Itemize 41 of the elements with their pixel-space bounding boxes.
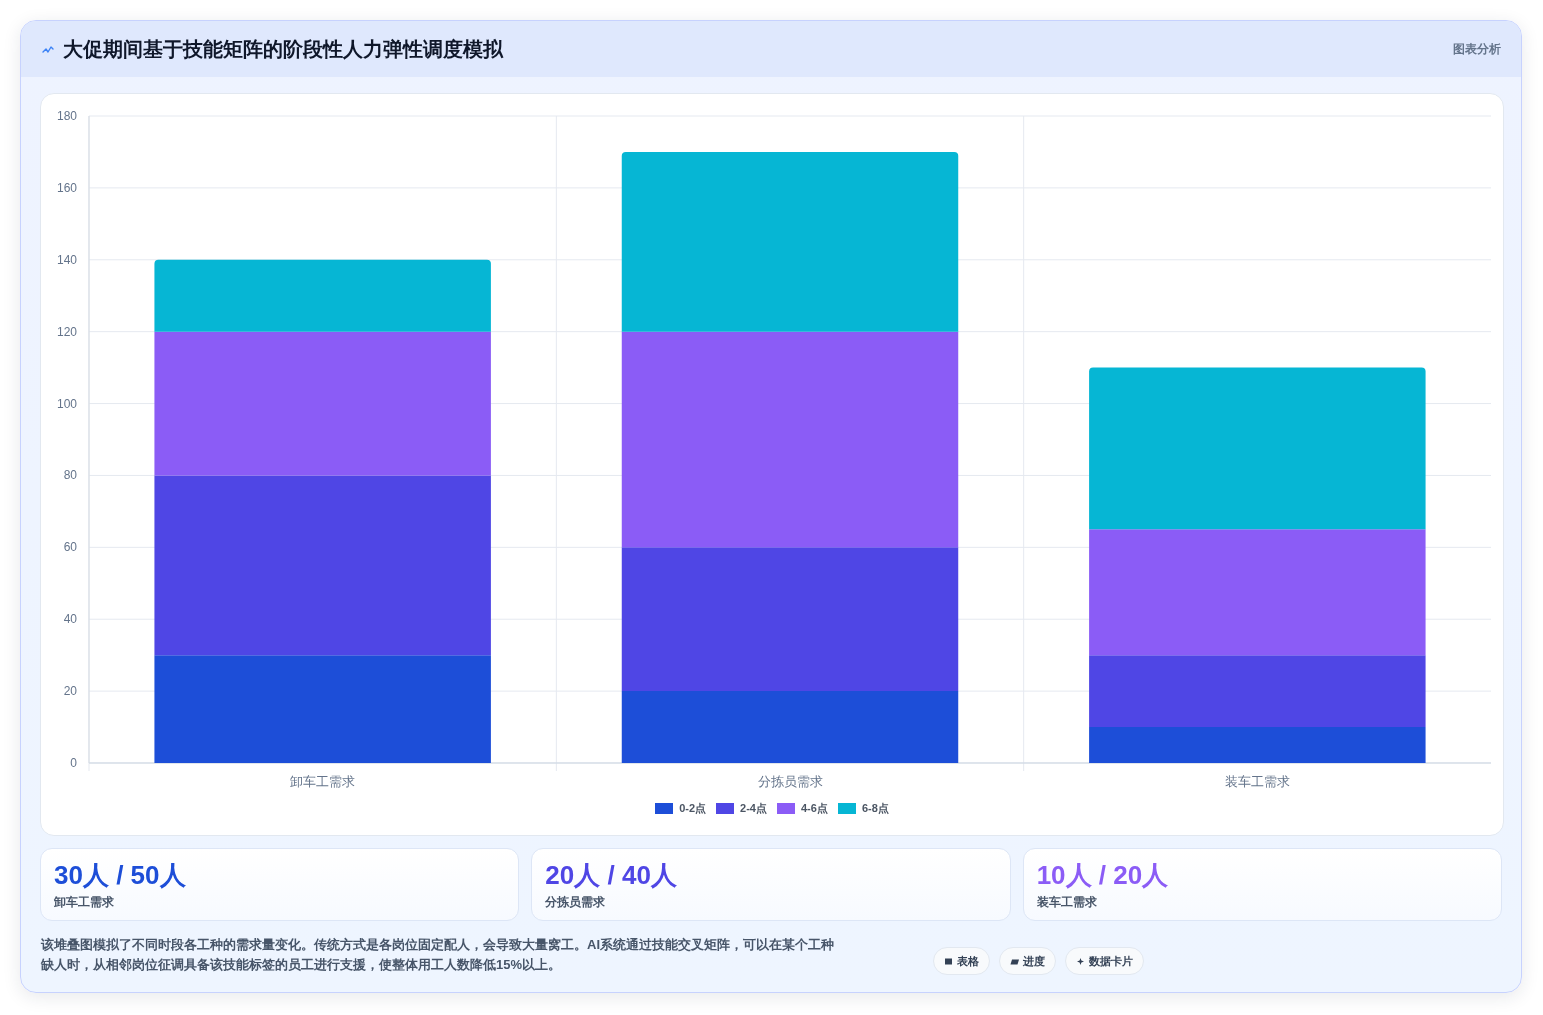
bar xyxy=(1089,727,1426,763)
legend-label: 0-2点 xyxy=(679,801,707,815)
text: 数据卡片 xyxy=(1089,954,1133,968)
y-tick-label: 120 xyxy=(56,324,78,339)
bar xyxy=(154,259,491,332)
y-tick-label: 160 xyxy=(56,180,78,195)
text: 20人 / 40人 xyxy=(545,860,677,890)
text: 装车工需求 xyxy=(1036,894,1097,910)
y-tick-label: 100 xyxy=(56,396,78,411)
y-tick-label: 140 xyxy=(56,252,78,267)
bar xyxy=(154,331,491,476)
legend-label: 4-6点 xyxy=(801,801,828,815)
bar xyxy=(621,547,959,692)
bar xyxy=(1089,367,1426,530)
bar xyxy=(1089,655,1426,728)
legend-label: 2-4点 xyxy=(740,801,767,815)
bar xyxy=(621,151,959,332)
bar xyxy=(154,655,491,763)
text: 表格 xyxy=(957,954,979,968)
text: 分拣员需求 xyxy=(545,894,606,910)
y-tick-label: 0 xyxy=(70,756,78,770)
legend-label: 6-8点 xyxy=(861,801,889,815)
bar xyxy=(1089,529,1426,656)
text: 10人 / 20人 xyxy=(1036,860,1169,890)
x-tick-label: 卸车工需求 xyxy=(290,773,356,789)
x-tick-label: 装车工需求 xyxy=(1224,773,1290,789)
x-tick-label: 分拣员需求 xyxy=(757,773,823,789)
bar xyxy=(621,691,959,763)
text: 卸车工需求 xyxy=(54,894,114,910)
text: 图表分析 xyxy=(1453,41,1501,57)
text: 30人 / 50人 xyxy=(54,860,186,890)
y-tick-label: 180 xyxy=(56,109,78,123)
text: 该堆叠图模拟了不同时段各工种的需求量变化。传统方式是各岗位固定配人，会导致大量窝工。AI系统通过技能交叉矩阵，可以在某个工种缺人时，从相邻岗位征调具备该技能标签的员工进行支援，使整体用工人数降低15%以上。 xyxy=(41,936,835,974)
y-tick-label: 80 xyxy=(63,468,78,483)
chart-title: 大促期间基于技能矩阵的阶段性人力弹性调度模拟 xyxy=(63,37,503,61)
y-tick-label: 60 xyxy=(63,540,78,555)
text: 进度 xyxy=(1023,954,1045,968)
y-tick-label: 40 xyxy=(63,612,78,627)
y-tick-label: 20 xyxy=(63,684,78,699)
bar xyxy=(621,331,959,548)
bar xyxy=(154,475,491,656)
